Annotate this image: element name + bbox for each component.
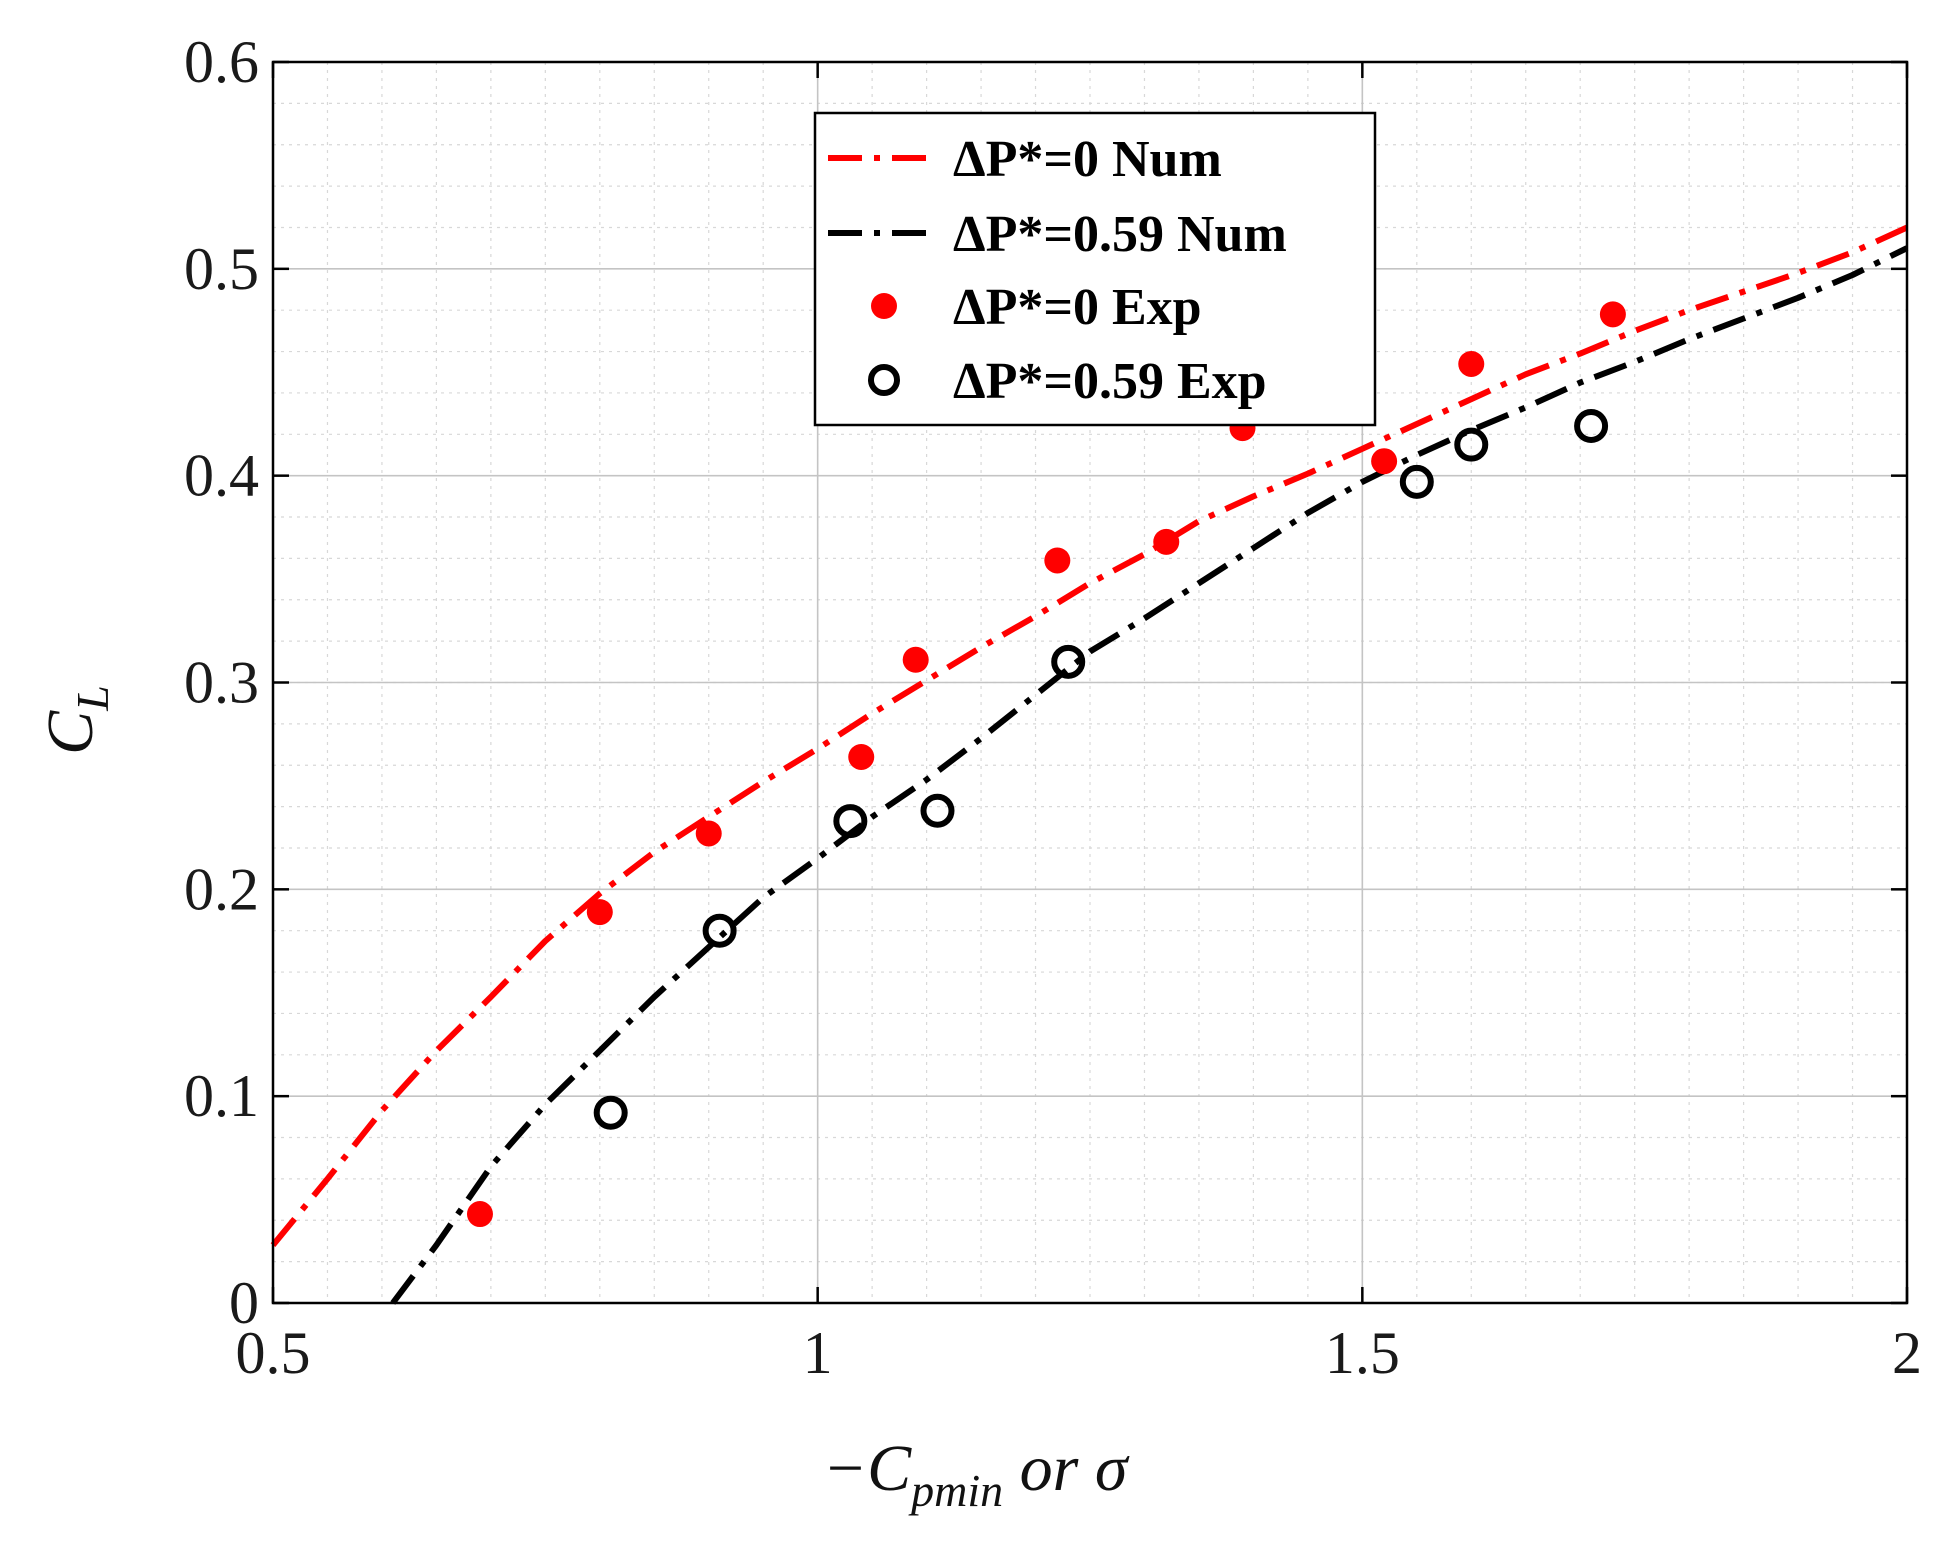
data-point-exp-filled — [586, 899, 613, 926]
data-point-exp-filled — [1044, 547, 1071, 574]
series-line-1 — [390, 245, 1909, 1305]
data-point-exp-open — [1399, 464, 1434, 499]
legend-label-red-num: ΔP*=0 Num — [953, 131, 1222, 188]
data-point-exp-filled — [1599, 301, 1626, 328]
data-point-exp-open — [593, 1095, 628, 1130]
x-axis-label: −Cpmin or σ — [823, 1432, 1130, 1516]
y-tick-label: 0.5 — [184, 236, 259, 302]
y-tick-labels: 0 0.1 0.2 0.3 0.4 0.5 0.6 — [184, 29, 259, 1336]
series-line-0 — [270, 224, 1909, 1248]
data-point-exp-open — [1574, 409, 1609, 444]
data-point-exp-filled — [695, 820, 722, 847]
x-axis-label-main: −C — [823, 1432, 913, 1505]
tick-marks — [271, 60, 1909, 1305]
data-point-exp-open — [702, 913, 737, 948]
x-tick-labels: 0.5 1 1.5 2 — [236, 1320, 1923, 1386]
y-tick-label: 0.3 — [184, 650, 259, 716]
data-point-exp-open — [833, 804, 868, 839]
data-point-exp-filled — [1153, 528, 1180, 555]
legend-box — [813, 111, 1377, 427]
y-axis-label-main: C — [34, 710, 107, 755]
legend: ΔP*=0 Num ΔP*=0.59 Num ΔP*=0 Exp ΔP*=0.5… — [813, 111, 1377, 427]
data-point-exp-filled — [1371, 448, 1398, 475]
y-tick-label: 0.4 — [184, 443, 259, 509]
legend-marker-black-exp — [868, 364, 900, 396]
data-point-exp-filled — [466, 1201, 493, 1228]
data-point-exp-open — [1051, 644, 1086, 679]
x-axis-label-rest: or σ — [1003, 1432, 1130, 1505]
data-point-exp-filled — [848, 743, 875, 770]
y-tick-label: 0.2 — [184, 856, 259, 922]
data-point-exp-open — [1454, 427, 1489, 462]
data-point-exp-filled — [902, 646, 929, 673]
x-tick-label: 0.5 — [236, 1320, 311, 1386]
data-point-exp-filled — [1458, 350, 1485, 377]
y-axis-label: CL — [34, 685, 118, 755]
x-tick-label: 2 — [1892, 1320, 1922, 1386]
legend-label-black-exp: ΔP*=0.59 Exp — [953, 353, 1267, 410]
x-tick-label: 1 — [803, 1320, 833, 1386]
y-tick-label: 0 — [229, 1270, 259, 1336]
y-axis-label-sub: L — [67, 685, 118, 712]
x-tick-label: 1.5 — [1325, 1320, 1400, 1386]
data-point-exp-open — [920, 793, 955, 828]
y-tick-label: 0.6 — [184, 29, 259, 95]
y-tick-label: 0.1 — [184, 1063, 259, 1129]
x-axis-label-sub: pmin — [908, 1465, 1003, 1516]
legend-marker-red-exp — [871, 293, 897, 319]
legend-label-black-num: ΔP*=0.59 Num — [953, 206, 1287, 263]
legend-label-red-exp: ΔP*=0 Exp — [953, 279, 1202, 336]
